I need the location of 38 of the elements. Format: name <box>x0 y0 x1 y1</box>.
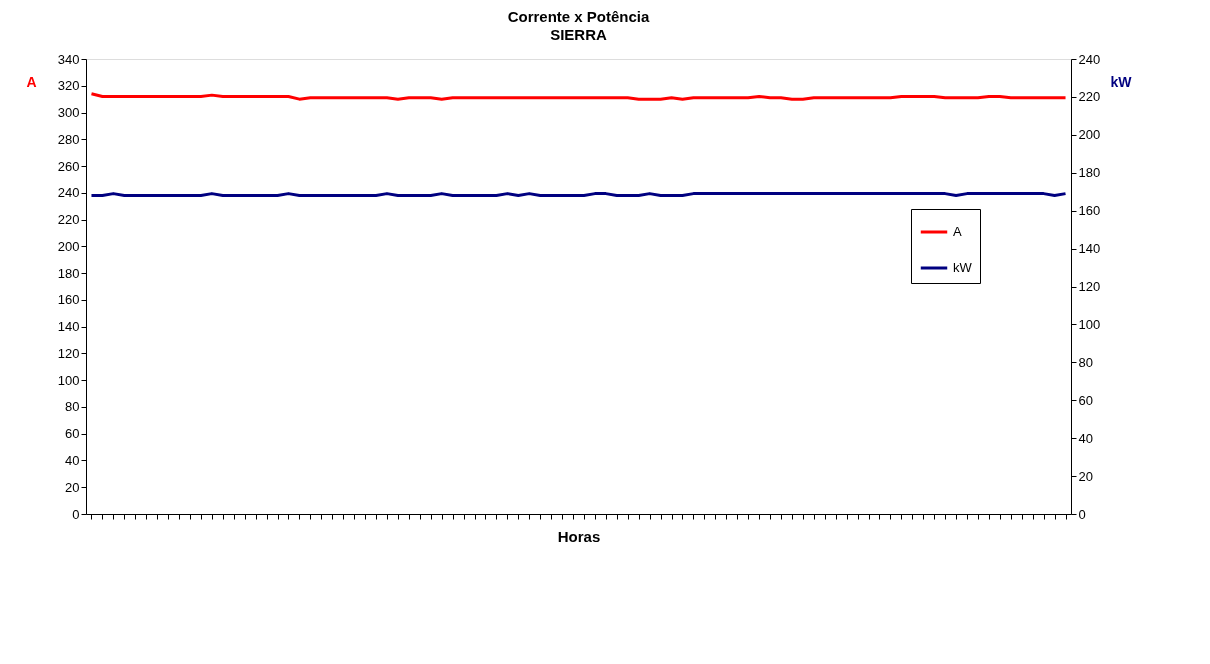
y-tick-label: 280 <box>57 131 80 147</box>
y2-tick-label: 0 <box>1078 506 1086 522</box>
y2-tick-label: 140 <box>1078 241 1101 257</box>
y-tick-label: 160 <box>57 292 80 308</box>
y-tick-label: 260 <box>57 158 80 174</box>
y2-tick-label: 120 <box>1078 279 1101 294</box>
y-tick-label: 220 <box>57 212 80 228</box>
y2-tick-label: 240 <box>1078 51 1101 67</box>
y-tick-label: 100 <box>57 372 80 388</box>
y2-tick-label: 20 <box>1078 468 1093 484</box>
legend-label: A <box>953 224 962 239</box>
y-tick-label: 120 <box>57 345 80 361</box>
legend-label: kW <box>953 260 973 275</box>
y2-tick-label: 220 <box>1078 89 1101 105</box>
y-tick-label: 20 <box>65 479 80 495</box>
y-axis-title: A <box>26 73 37 90</box>
y-tick-label: 240 <box>57 185 80 201</box>
y-tick-label: 60 <box>65 426 80 442</box>
y-tick-label: 40 <box>65 452 80 468</box>
y-tick-label: 200 <box>57 238 80 254</box>
x-axis-title: Horas <box>557 528 601 545</box>
chart-title: Corrente x Potência <box>507 8 651 25</box>
y2-tick-label: 40 <box>1078 430 1093 446</box>
y-tick-label: 0 <box>72 506 80 522</box>
y-tick-label: 300 <box>57 105 80 121</box>
y-tick-label: 80 <box>65 399 80 415</box>
y2-tick-label: 100 <box>1078 316 1101 332</box>
y-tick-label: 320 <box>57 78 80 94</box>
y-tick-label: 180 <box>57 265 80 281</box>
y2-axis-title: kW <box>1110 73 1133 90</box>
y2-tick-label: 60 <box>1078 392 1093 408</box>
y-tick-label: 140 <box>57 319 80 335</box>
y2-tick-label: 180 <box>1078 165 1101 181</box>
y2-tick-label: 200 <box>1078 127 1101 143</box>
y2-tick-label: 80 <box>1078 354 1093 370</box>
chart-subtitle: SIERRA <box>550 26 607 43</box>
y-tick-label: 340 <box>57 51 80 67</box>
y2-tick-label: 160 <box>1078 203 1101 219</box>
